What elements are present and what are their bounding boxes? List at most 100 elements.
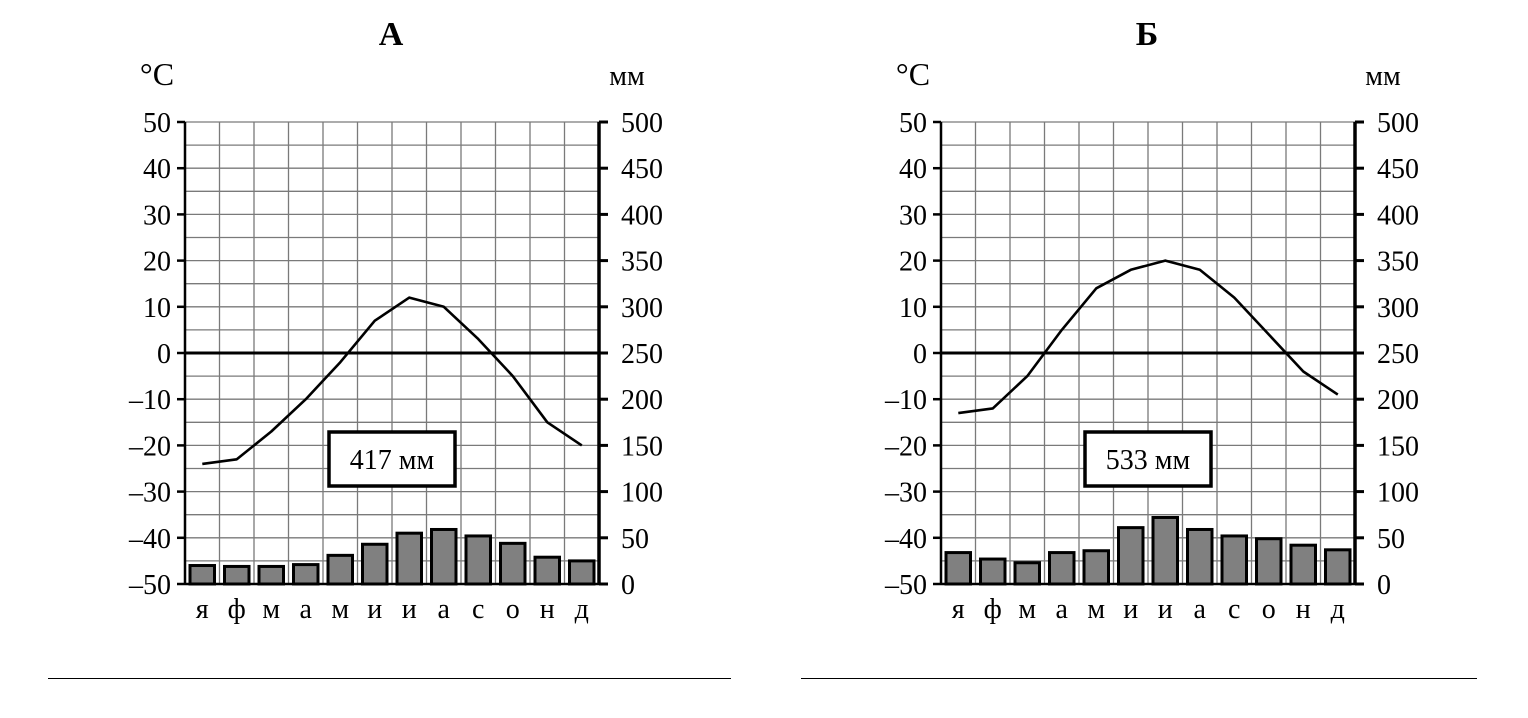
climatogram-b-svg: Б°C мм50403020100–10–20–30–40–50500450400… bbox=[884, 16, 1419, 625]
chart-b-precip-bar-11 bbox=[1289, 543, 1317, 586]
chart-a-annual-precip-label: 417 мм bbox=[350, 445, 435, 476]
chart-a-left-tick-label: –20 bbox=[128, 431, 171, 462]
chart-a-precip-bar-7 bbox=[395, 531, 423, 586]
chart-b-precip-bar-7 bbox=[1151, 515, 1179, 586]
chart-b-month-label: н bbox=[1296, 594, 1311, 625]
chart-a-precip-bar-1 bbox=[188, 564, 216, 586]
chart-a-precip-bar-10 bbox=[499, 541, 527, 586]
chart-a-month-label: д bbox=[575, 594, 589, 625]
chart-b-left-axis-unit: °C bbox=[896, 56, 930, 92]
chart-b-month-label: м bbox=[1087, 594, 1105, 625]
chart-a-right-tick-label: 450 bbox=[621, 154, 663, 185]
chart-b-right-tick-label: 450 bbox=[1377, 154, 1419, 185]
chart-b-annual-precip-label: 533 мм bbox=[1106, 445, 1191, 476]
chart-a-precip-bar-5 bbox=[326, 553, 354, 586]
chart-b-title: Б bbox=[1136, 16, 1158, 53]
chart-a-left-tick-label: 40 bbox=[143, 154, 171, 185]
chart-b-precip-bar-5 bbox=[1082, 549, 1110, 586]
chart-b-month-label: м bbox=[1018, 594, 1036, 625]
chart-b-left-tick-label: 40 bbox=[899, 154, 927, 185]
climatogram-a-svg: А°C мм50403020100–10–20–30–40–50500450400… bbox=[128, 16, 663, 625]
chart-a-precip-bar-12 bbox=[568, 559, 596, 586]
chart-b-right-tick-label: 250 bbox=[1377, 339, 1419, 370]
chart-a-precip-bar-11 bbox=[533, 555, 561, 586]
chart-a-left-tick-label: –30 bbox=[128, 478, 171, 509]
chart-a-temperature-line bbox=[202, 296, 583, 466]
chart-b-right-tick-label: 300 bbox=[1377, 293, 1419, 324]
chart-b-month-label: с bbox=[1228, 594, 1240, 625]
chart-a-month-label: а bbox=[438, 594, 451, 625]
chart-b-precip-bar-1 bbox=[944, 551, 972, 586]
chart-a-month-label: ф bbox=[228, 594, 246, 625]
chart-a-left-tick-label: –50 bbox=[128, 570, 171, 601]
answer-line-a bbox=[48, 678, 731, 679]
chart-a-left-tick-label: 10 bbox=[143, 293, 171, 324]
chart-a-left-tick-label: 20 bbox=[143, 247, 171, 278]
chart-b-precip-bar-2 bbox=[979, 557, 1007, 586]
chart-a-left-tick-label: 30 bbox=[143, 200, 171, 231]
chart-a-month-label: м bbox=[262, 594, 280, 625]
chart-a-month-label: н bbox=[540, 594, 555, 625]
chart-b-left-tick-label: –10 bbox=[884, 385, 927, 416]
chart-b-annual-precip-box bbox=[1083, 430, 1213, 488]
chart-b-left-tick-label: –40 bbox=[884, 524, 927, 555]
chart-a-right-tick-label: 400 bbox=[621, 200, 663, 231]
chart-b-precip-bar-9 bbox=[1220, 534, 1248, 586]
chart-a-right-tick-label: 200 bbox=[621, 385, 663, 416]
chart-b-right-tick-label: 400 bbox=[1377, 200, 1419, 231]
climate-chart-b: Б °C мм 50 40 30 20 10 0 –10 –20 –30 –40 –50 500 450 400… bbox=[756, 0, 1520, 718]
chart-a-precip-bar-4 bbox=[292, 563, 320, 586]
chart-a-left-tick-label: –40 bbox=[128, 524, 171, 555]
chart-b-left-tick-label: 10 bbox=[899, 293, 927, 324]
chart-b-precip-bar-4 bbox=[1048, 551, 1076, 586]
chart-a-month-label: м bbox=[331, 594, 349, 625]
chart-a-right-tick-label: 500 bbox=[621, 108, 663, 139]
chart-a-left-tick-label: 50 bbox=[143, 108, 171, 139]
chart-a-precip-bar-2 bbox=[223, 564, 251, 586]
chart-b-precip-bar-8 bbox=[1186, 527, 1214, 586]
chart-b-month-label: д bbox=[1331, 594, 1345, 625]
chart-b-month-label: а bbox=[1194, 594, 1207, 625]
chart-b-precip-bar-3 bbox=[1013, 561, 1041, 586]
chart-a-right-tick-label: 0 bbox=[621, 570, 635, 601]
chart-a-left-tick-label: 0 bbox=[157, 339, 171, 370]
chart-a-right-tick-label: 300 bbox=[621, 293, 663, 324]
chart-a-precip-bar-8 bbox=[430, 527, 458, 586]
chart-a-right-axis-unit: мм bbox=[609, 61, 645, 92]
chart-b-right-tick-label: 150 bbox=[1377, 431, 1419, 462]
chart-b-right-tick-label: 200 bbox=[1377, 385, 1419, 416]
chart-b-month-label: я bbox=[952, 594, 965, 625]
chart-a-month-label: и bbox=[367, 594, 382, 625]
chart-b-temperature-line bbox=[958, 259, 1339, 415]
chart-b-left-tick-label: –20 bbox=[884, 431, 927, 462]
answer-line-b bbox=[801, 678, 1477, 679]
chart-a-left-axis-unit: °C bbox=[140, 56, 174, 92]
chart-a-month-label: с bbox=[472, 594, 484, 625]
chart-a-month-label: и bbox=[402, 594, 417, 625]
chart-a-right-tick-label: 50 bbox=[621, 524, 649, 555]
chart-b-right-tick-label: 50 bbox=[1377, 524, 1405, 555]
chart-b-left-tick-label: 20 bbox=[899, 247, 927, 278]
chart-a-month-label: а bbox=[300, 594, 313, 625]
chart-b-left-tick-label: 30 bbox=[899, 200, 927, 231]
chart-b-left-tick-label: –30 bbox=[884, 478, 927, 509]
chart-b-left-tick-label: –50 bbox=[884, 570, 927, 601]
chart-b-left-tick-label: 50 bbox=[899, 108, 927, 139]
chart-b-month-label: и bbox=[1123, 594, 1138, 625]
chart-b-left-tick-label: 0 bbox=[913, 339, 927, 370]
chart-a-right-tick-label: 350 bbox=[621, 247, 663, 278]
chart-a-month-label: о bbox=[506, 594, 520, 625]
chart-a-right-tick-label: 100 bbox=[621, 478, 663, 509]
chart-a-right-tick-label: 250 bbox=[621, 339, 663, 370]
chart-a-left-tick-label: –10 bbox=[128, 385, 171, 416]
chart-a-precip-bar-9 bbox=[464, 534, 492, 586]
chart-b-month-label: а bbox=[1056, 594, 1069, 625]
chart-b-right-tick-label: 500 bbox=[1377, 108, 1419, 139]
chart-b-right-tick-label: 100 bbox=[1377, 478, 1419, 509]
chart-a-annual-precip-box bbox=[327, 430, 457, 488]
chart-b-right-tick-label: 0 bbox=[1377, 570, 1391, 601]
chart-a-month-label: я bbox=[196, 594, 209, 625]
chart-b-precip-bar-6 bbox=[1117, 526, 1145, 586]
chart-b-right-tick-label: 350 bbox=[1377, 247, 1419, 278]
chart-b-precip-bar-12 bbox=[1324, 548, 1352, 586]
